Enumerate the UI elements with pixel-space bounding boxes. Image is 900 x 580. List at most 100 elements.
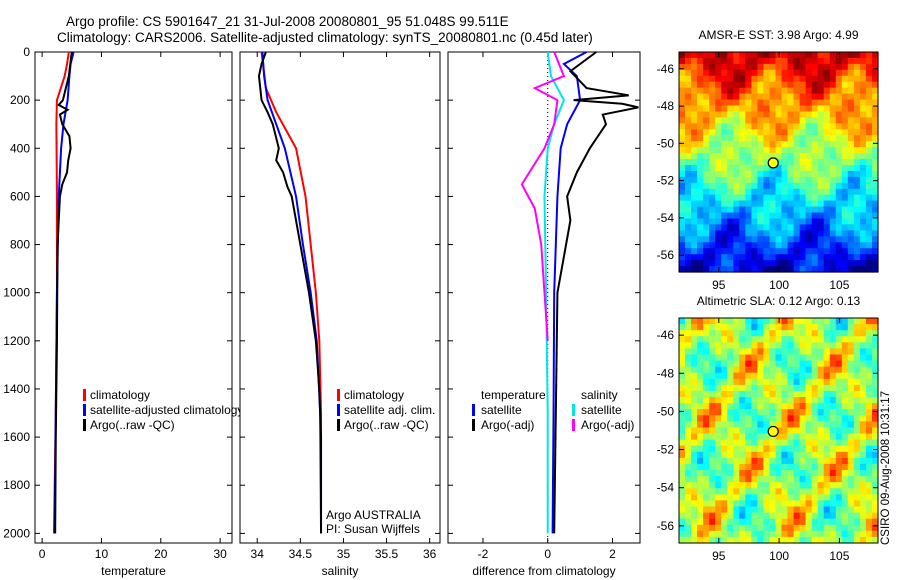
heatmap-cell [835,378,843,386]
heatmap-cell [739,348,746,356]
heatmap-cell [853,421,861,429]
heatmap-cell [745,69,752,77]
heatmap-cell [685,99,692,107]
heatmap-cell [859,451,867,459]
heatmap-cell [799,427,807,435]
heatmap-cell [775,141,783,148]
heatmap-cell [872,81,879,89]
heatmap-cell [847,506,855,514]
heatmap-cell [763,254,770,261]
heatmap-cell [709,147,716,154]
heatmap-cell [769,147,777,154]
heatmap-cell [872,476,879,483]
heatmap-cell [835,105,843,112]
heatmap-cell [715,182,722,190]
heatmap-cell [872,52,879,59]
heatmap-cell [847,75,855,83]
heatmap-cell [841,176,849,184]
heatmap-cell [847,336,855,343]
heatmap-cell [853,415,861,422]
heatmap-cell [745,75,752,83]
heatmap-cell [685,212,692,219]
heatmap-cell [739,463,746,471]
heatmap-cell [715,123,722,130]
heatmap-cell [817,512,825,520]
heatmap-cell [859,494,867,502]
heatmap-cell [841,182,849,190]
heatmap-cell [727,194,734,202]
heatmap-cell [787,378,795,386]
heatmap-cell [805,397,813,404]
heatmap-cell [727,111,734,118]
heatmap-cell [733,218,740,225]
heatmap-cell [872,409,879,416]
heatmap-cell [835,260,843,267]
heatmap-cell [793,409,801,416]
heatmap-cell [769,330,777,337]
heatmap-cell [709,506,716,514]
heatmap-cell [805,165,813,172]
heatmap-cell [709,421,716,429]
heatmap-cell [853,457,861,465]
heatmap-cell [781,512,789,520]
heatmap-cell [865,409,873,416]
heatmap-cell [787,87,795,95]
heatmap-cell [679,230,686,237]
heatmap-cell [709,348,716,356]
heatmap-cell [787,81,795,89]
heatmap-cell [697,518,704,526]
heatmap-cell [685,457,692,465]
heatmap-cell [685,318,692,325]
heatmap-cell [709,336,716,343]
heatmap-cell [847,194,855,202]
heatmap-cell [872,372,879,380]
heatmap-cell [811,524,819,532]
heatmap-cell [733,159,740,166]
heatmap-cell [691,470,698,477]
heatmap-cell [799,224,807,231]
heatmap-cell [817,248,825,255]
heatmap-cell [769,218,777,225]
heatmap-cell [739,476,746,483]
heatmap-cell [769,409,777,416]
heatmap-cell [787,182,795,190]
heatmap-cell [721,93,728,101]
heatmap-cell [715,147,722,154]
heatmap-cell [733,52,740,59]
heatmap-cell [787,111,795,118]
heatmap-cell [853,248,861,255]
heatmap-cell [853,230,861,237]
heatmap-cell [805,129,813,136]
heatmap-cell [847,135,855,142]
heatmap-cell [721,336,728,343]
heatmap-cell [751,384,758,392]
heatmap-cell [691,159,698,166]
heatmap-cell [847,536,855,544]
heatmap-cell [739,324,746,331]
heatmap-cell [841,63,849,71]
heatmap-cell [829,470,837,477]
heatmap-cell [721,99,728,107]
heatmap-cell [811,135,819,142]
heatmap-cell [805,135,813,142]
heatmap-cell [745,421,752,429]
heatmap-cell [787,63,795,71]
heatmap-cell [685,506,692,514]
heatmap-cell [769,266,777,273]
heatmap-cell [733,506,740,514]
heatmap-cell [703,384,710,392]
heatmap-cell [799,330,807,337]
heatmap-cell [763,194,770,202]
heatmap-cell [769,93,777,101]
heatmap-cell [859,324,867,331]
heatmap-cell [793,518,801,526]
heatmap-cell [709,236,716,243]
heatmap-cell [739,494,746,502]
heatmap-cell [787,391,795,398]
heatmap-cell [745,117,752,124]
heatmap-cell [823,224,831,231]
heatmap-cell [859,378,867,386]
heatmap-cell [799,360,807,368]
heatmap-cell [781,81,789,89]
heatmap-cell [853,93,861,101]
